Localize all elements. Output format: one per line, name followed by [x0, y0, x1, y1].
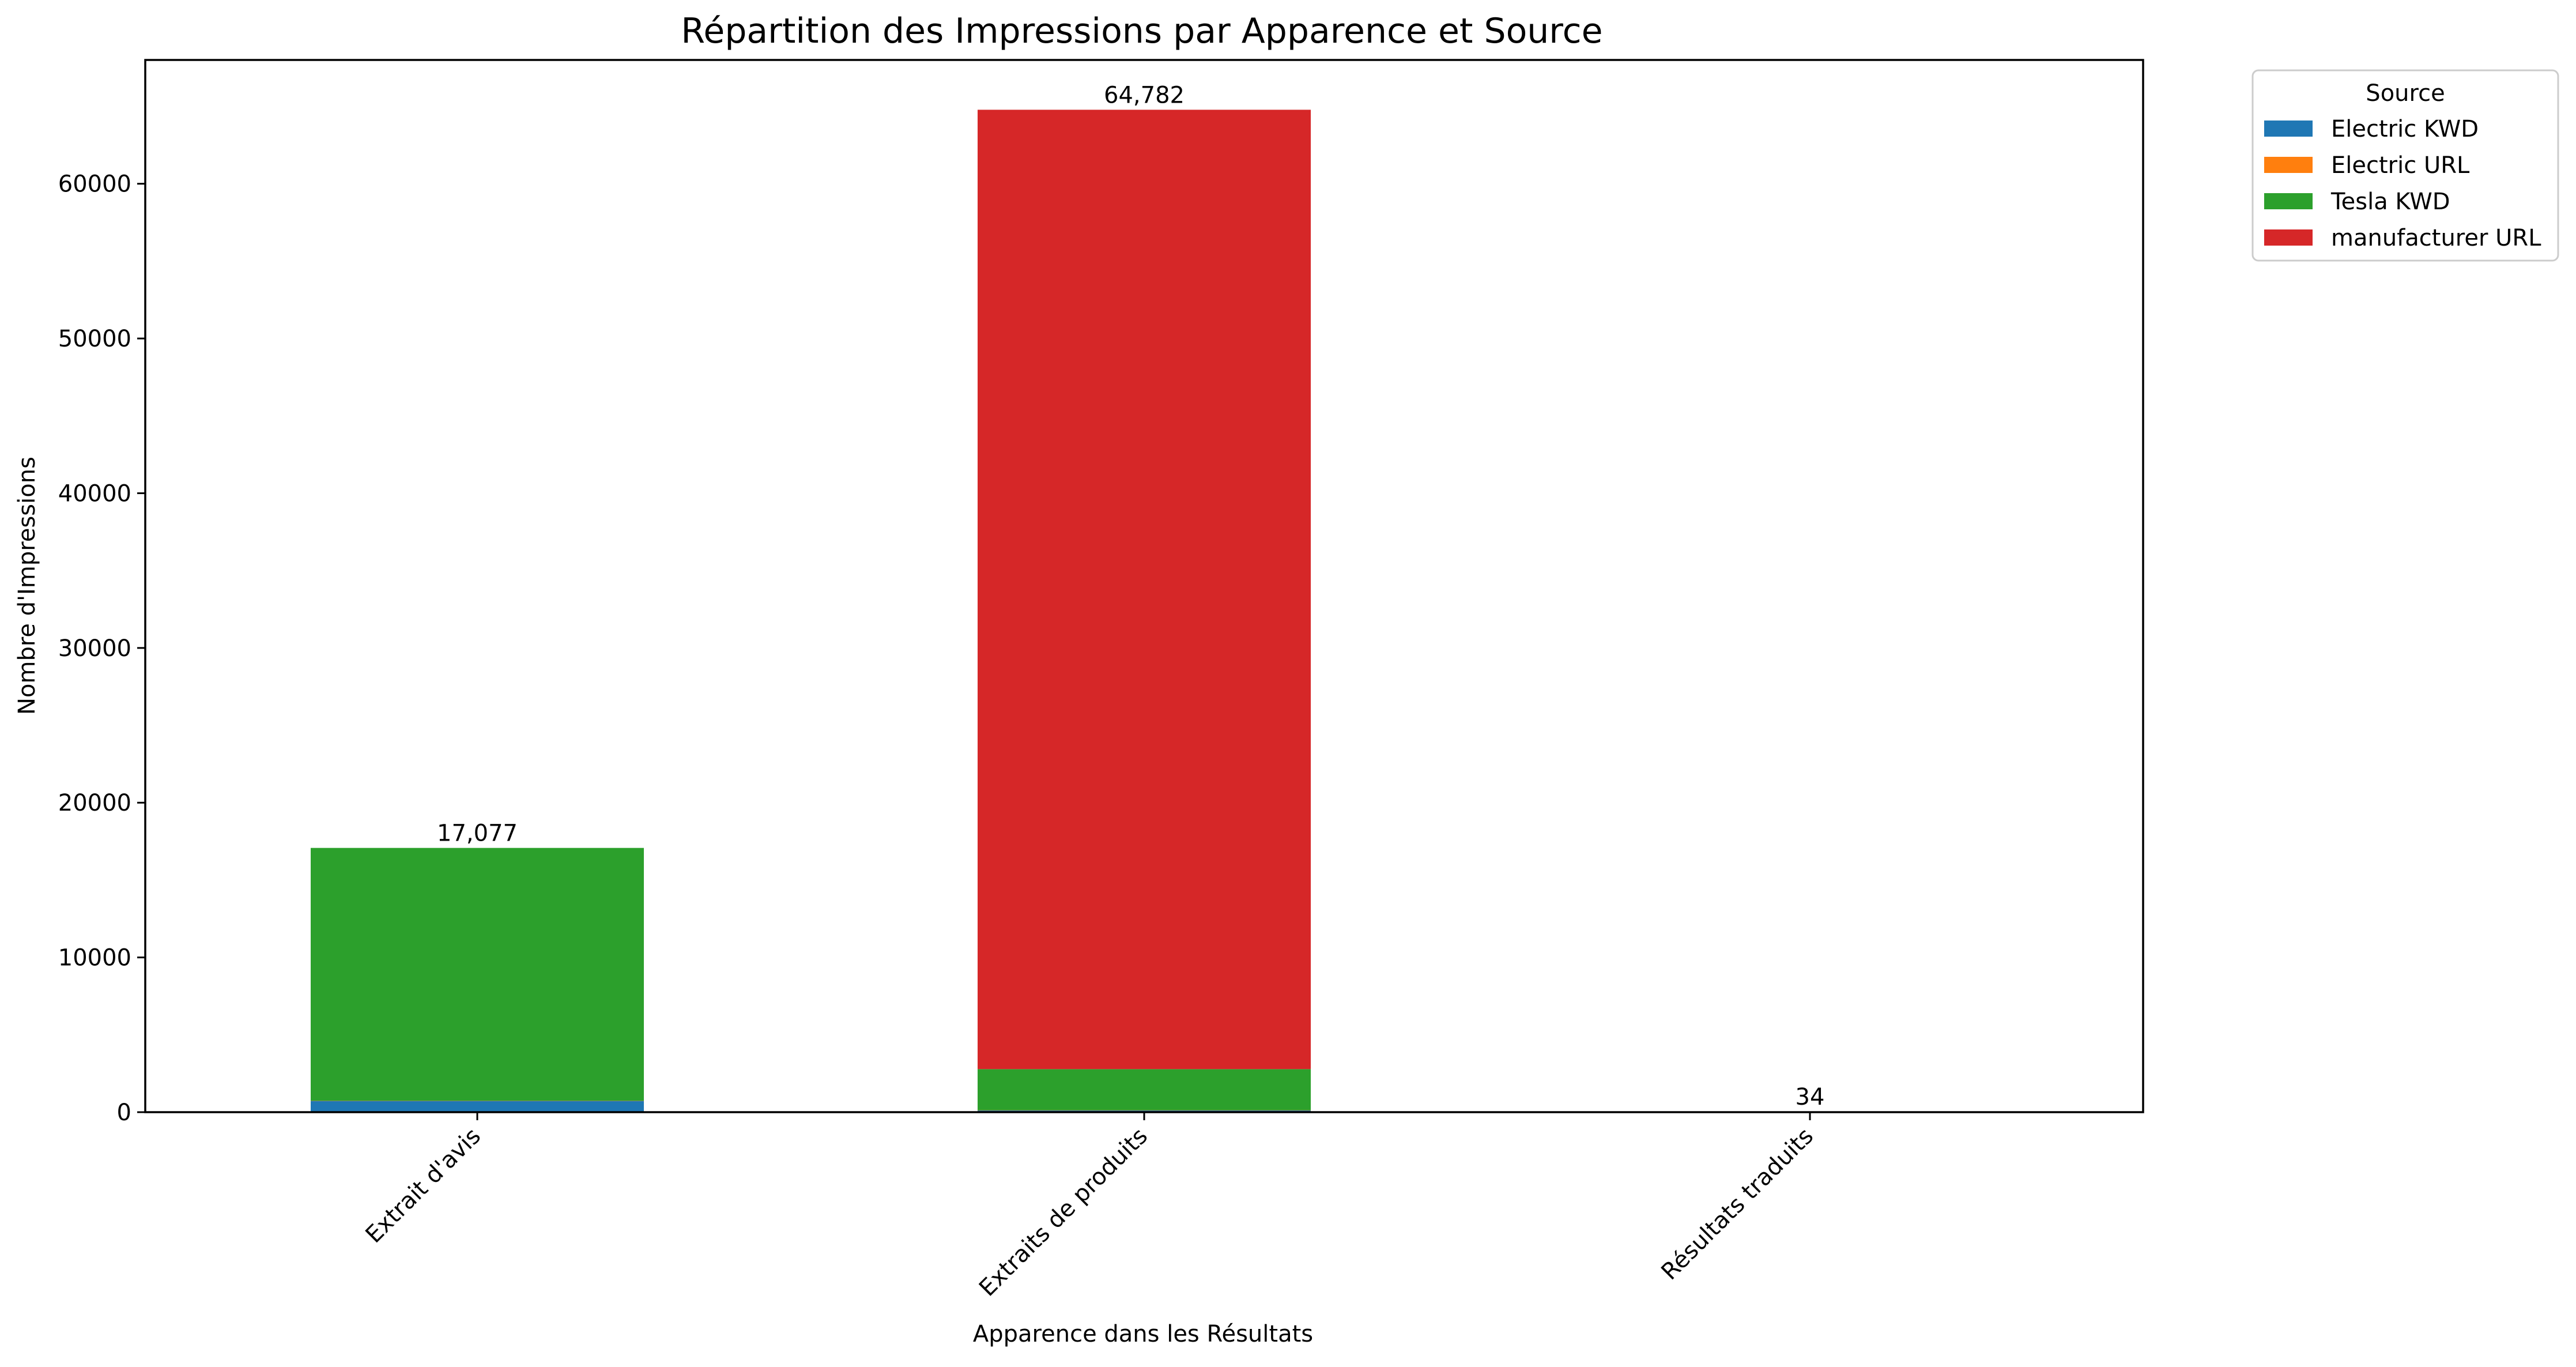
bar-segment: [978, 1110, 1311, 1111]
legend-swatch: [2264, 193, 2313, 209]
legend-swatch: [2264, 120, 2313, 137]
legend: Source Electric KWD Electric URL Tesla KWD…: [2251, 69, 2559, 262]
legend-swatch: [2264, 229, 2313, 246]
bar-total-label: 64,782: [1104, 82, 1185, 108]
x-axis-label: Apparence dans les Résultats: [973, 1321, 1313, 1347]
y-tick-label: 30000: [58, 635, 131, 662]
bar-segment: [311, 1101, 644, 1112]
bar-segment: [311, 848, 644, 1101]
y-tick-label: 20000: [58, 790, 131, 816]
y-tick-label: 50000: [58, 326, 131, 352]
plot-frame: [144, 59, 2144, 1113]
bar-total-label: 34: [1796, 1084, 1825, 1110]
bar-total-label: 17,077: [437, 820, 518, 847]
y-tick-label: 60000: [58, 171, 131, 198]
y-axis-label: Nombre d'Impressions: [14, 457, 40, 715]
y-tick-label: 40000: [58, 480, 131, 507]
legend-label: Electric URL: [2331, 152, 2470, 179]
legend-label: manufacturer URL: [2331, 225, 2541, 251]
y-axis: 0 10000 20000 30000 40000 50000 60000: [58, 171, 145, 1126]
legend-title: Source: [2366, 80, 2445, 107]
bars-group: [311, 110, 1977, 1112]
legend-label: Tesla KWD: [2330, 189, 2450, 215]
legend-frame: [2251, 69, 2559, 262]
legend-swatch: [2264, 157, 2313, 173]
chart-title: Répartition des Impressions par Apparenc…: [681, 11, 1602, 51]
bar-segment: [978, 1069, 1311, 1110]
y-tick-label: 10000: [58, 945, 131, 971]
legend-label: Electric KWD: [2331, 116, 2479, 142]
bar-total-labels: 17,077 64,782 34: [437, 82, 1824, 1110]
y-tick-label: 0: [117, 1099, 131, 1126]
bar-segment: [978, 110, 1311, 1070]
